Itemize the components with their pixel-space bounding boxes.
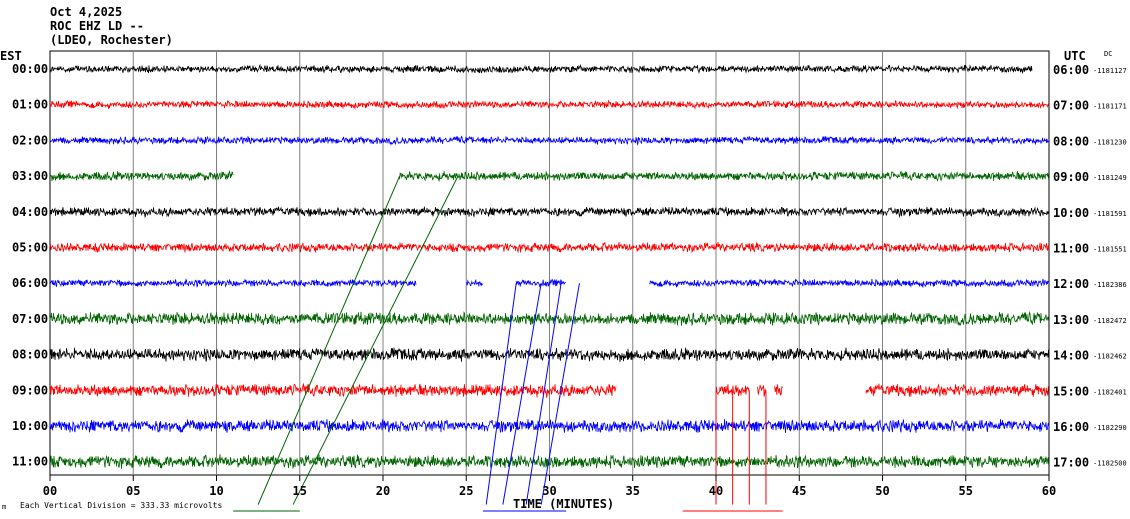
trace-segment bbox=[757, 384, 766, 397]
est-time-label: 05:00 bbox=[12, 241, 48, 255]
x-axis-title: TIME (MINUTES) bbox=[513, 497, 614, 511]
est-time-label: 02:00 bbox=[12, 133, 48, 147]
utc-time-label: 16:00 bbox=[1053, 420, 1089, 434]
est-time-label: 01:00 bbox=[12, 98, 48, 112]
x-tick-label: 55 bbox=[959, 484, 973, 498]
utc-time-label: 06:00 bbox=[1053, 63, 1089, 77]
header-station: ROC EHZ LD -- bbox=[50, 19, 144, 33]
utc-time-label: 17:00 bbox=[1053, 456, 1089, 470]
connector-line bbox=[502, 283, 542, 505]
trace-segment bbox=[49, 382, 617, 399]
utc-time-label: 07:00 bbox=[1053, 99, 1089, 113]
dc-offset-label: -1182500 bbox=[1093, 460, 1127, 468]
x-tick-label: 10 bbox=[209, 484, 223, 498]
x-tick-label: 20 bbox=[376, 484, 390, 498]
x-tick-label: 30 bbox=[542, 484, 556, 498]
grid-lines bbox=[49, 50, 1050, 476]
trace-segment bbox=[49, 135, 1050, 147]
x-tick-label: 35 bbox=[626, 484, 640, 498]
x-tick-label: 40 bbox=[709, 484, 723, 498]
connector-line bbox=[525, 283, 562, 505]
dc-offset-label: -1181591 bbox=[1093, 210, 1127, 218]
dc-offset-label: -1182401 bbox=[1093, 388, 1127, 396]
seismic-traces bbox=[49, 63, 1050, 470]
utc-time-label: 14:00 bbox=[1053, 349, 1089, 363]
utc-label: UTC bbox=[1064, 49, 1086, 63]
x-tick-label: 25 bbox=[459, 484, 473, 498]
est-time-label: 10:00 bbox=[12, 419, 48, 433]
est-label: EST bbox=[0, 49, 22, 63]
trace-segment bbox=[865, 383, 1050, 397]
est-time-label: 11:00 bbox=[12, 455, 48, 469]
dc-label: DC bbox=[1104, 50, 1112, 58]
header-network: (LDEO, Rochester) bbox=[50, 33, 173, 47]
logo-mark: m bbox=[2, 503, 6, 511]
trace-segment bbox=[399, 170, 1050, 182]
x-tick-label: 00 bbox=[43, 484, 57, 498]
utc-time-label: 11:00 bbox=[1053, 242, 1089, 256]
trace-segment bbox=[49, 278, 417, 288]
connector-line bbox=[485, 283, 517, 505]
dc-offset-label: -1181230 bbox=[1093, 138, 1127, 146]
utc-time-label: 09:00 bbox=[1053, 170, 1089, 184]
est-time-label: 03:00 bbox=[12, 169, 48, 183]
est-time-label: 00:00 bbox=[12, 62, 48, 76]
dc-offset-label: -1182462 bbox=[1093, 353, 1127, 361]
trace-segment bbox=[773, 384, 783, 396]
connector-line bbox=[292, 175, 459, 505]
trace-segment bbox=[49, 63, 1033, 75]
trace-segment bbox=[466, 278, 483, 287]
dc-offset-label: -1182472 bbox=[1093, 317, 1127, 325]
trace-connectors bbox=[233, 175, 783, 512]
dc-offset-label: -1182386 bbox=[1093, 281, 1127, 289]
est-time-label: 04:00 bbox=[12, 205, 48, 219]
trace-segment bbox=[49, 419, 1050, 434]
utc-time-label: 08:00 bbox=[1053, 134, 1089, 148]
x-tick-label: 15 bbox=[293, 484, 307, 498]
est-time-label: 08:00 bbox=[12, 348, 48, 362]
x-tick-label: 05 bbox=[126, 484, 140, 498]
utc-time-label: 10:00 bbox=[1053, 206, 1089, 220]
x-tick-label: 50 bbox=[875, 484, 889, 498]
utc-time-label: 13:00 bbox=[1053, 313, 1089, 327]
connector-line bbox=[257, 175, 401, 505]
trace-segment bbox=[649, 278, 1050, 289]
dc-offset-label: -1181127 bbox=[1093, 67, 1127, 75]
trace-segment bbox=[49, 99, 1050, 110]
utc-time-label: 12:00 bbox=[1053, 277, 1089, 291]
connector-line bbox=[540, 283, 580, 505]
trace-segment bbox=[49, 454, 1050, 470]
dc-offset-label: -1182290 bbox=[1093, 424, 1127, 432]
trace-segment bbox=[49, 241, 1050, 254]
x-tick-label: 60 bbox=[1042, 484, 1056, 498]
trace-segment bbox=[49, 206, 1050, 219]
x-tick-label: 45 bbox=[792, 484, 806, 498]
est-time-label: 06:00 bbox=[12, 276, 48, 290]
row-labels: 00:00 06:00 -1181127 01:00 07:00 -1181171 02:0… bbox=[12, 62, 1127, 470]
est-time-label: 07:00 bbox=[12, 312, 48, 326]
header-date: Oct 4,2025 bbox=[50, 5, 123, 19]
est-time-label: 09:00 bbox=[12, 383, 48, 397]
trace-segment bbox=[49, 170, 234, 182]
dc-offset-label: -1181551 bbox=[1093, 246, 1127, 254]
utc-time-label: 15:00 bbox=[1053, 384, 1089, 398]
scale-note: Each Vertical Division = 333.33 microvol… bbox=[20, 501, 222, 510]
dc-offset-label: -1181171 bbox=[1093, 103, 1127, 111]
trace-segment bbox=[49, 310, 1050, 327]
x-axis-ticks: 00 05 10 15 20 25 30 35 40 45 50 55 60 bbox=[43, 475, 1056, 498]
dc-offset-label: -1181249 bbox=[1093, 174, 1127, 182]
